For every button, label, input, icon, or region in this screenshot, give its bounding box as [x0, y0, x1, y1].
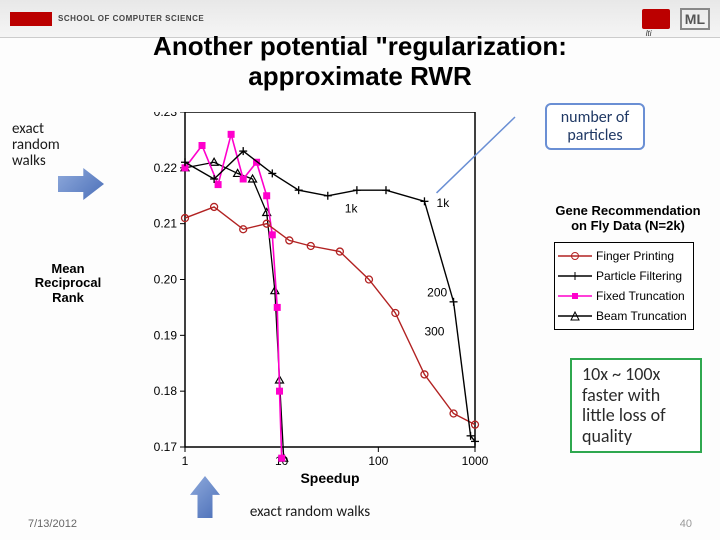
svg-text:0.21: 0.21 — [154, 217, 178, 231]
y-axis-label: Mean Reciprocal Rank — [28, 262, 108, 305]
legend-label: Particle Filtering — [596, 269, 682, 283]
label-exact-random-walks-x: exact random walks — [225, 505, 395, 521]
svg-text:1000: 1000 — [462, 454, 489, 468]
footer-date: 7/13/2012 — [28, 518, 77, 530]
svg-text:1k: 1k — [345, 202, 359, 216]
cmu-wordmark — [10, 12, 52, 26]
legend-label: Finger Printing — [596, 249, 674, 263]
svg-text:200: 200 — [427, 285, 447, 299]
svg-text:0.18: 0.18 — [154, 384, 178, 398]
lti-logo — [642, 9, 670, 29]
svg-text:1: 1 — [182, 454, 189, 468]
ml-logo: ML — [680, 8, 710, 30]
slide-number: 40 — [680, 518, 692, 530]
legend-title: Gene Recommendation on Fly Data (N=2k) — [548, 203, 708, 233]
svg-text:Speedup: Speedup — [300, 470, 359, 486]
title-line-2: approximate RWR — [248, 61, 471, 91]
right-logo-group: ML — [642, 8, 710, 30]
callout-speedup: 10x ~ 100x faster with little loss of qu… — [570, 358, 702, 453]
svg-text:100: 100 — [368, 454, 388, 468]
legend-item: Beam Truncation — [558, 306, 690, 326]
svg-text:300: 300 — [424, 324, 444, 338]
legend-label: Beam Truncation — [596, 309, 687, 323]
svg-text:0.20: 0.20 — [154, 273, 178, 287]
title-line-1: Another potential "regularization: — [153, 31, 567, 61]
svg-text:0.23: 0.23 — [154, 112, 178, 119]
svg-text:1k: 1k — [437, 196, 451, 210]
svg-text:0.17: 0.17 — [154, 440, 178, 454]
svg-text:0.19: 0.19 — [154, 328, 178, 342]
legend-box: Finger Printing Particle Filtering Fixed T… — [554, 242, 694, 330]
legend-item: Particle Filtering — [558, 266, 690, 286]
legend-item: Finger Printing — [558, 246, 690, 266]
legend-label: Fixed Truncation — [596, 289, 685, 303]
svg-text:0.22: 0.22 — [154, 161, 178, 175]
scs-text: SCHOOL OF COMPUTER SCIENCE — [58, 14, 204, 23]
slide-title: Another potential "regularization: appro… — [0, 32, 720, 92]
cmu-logo-group: SCHOOL OF COMPUTER SCIENCE — [10, 12, 204, 26]
legend-item: Fixed Truncation — [558, 286, 690, 306]
